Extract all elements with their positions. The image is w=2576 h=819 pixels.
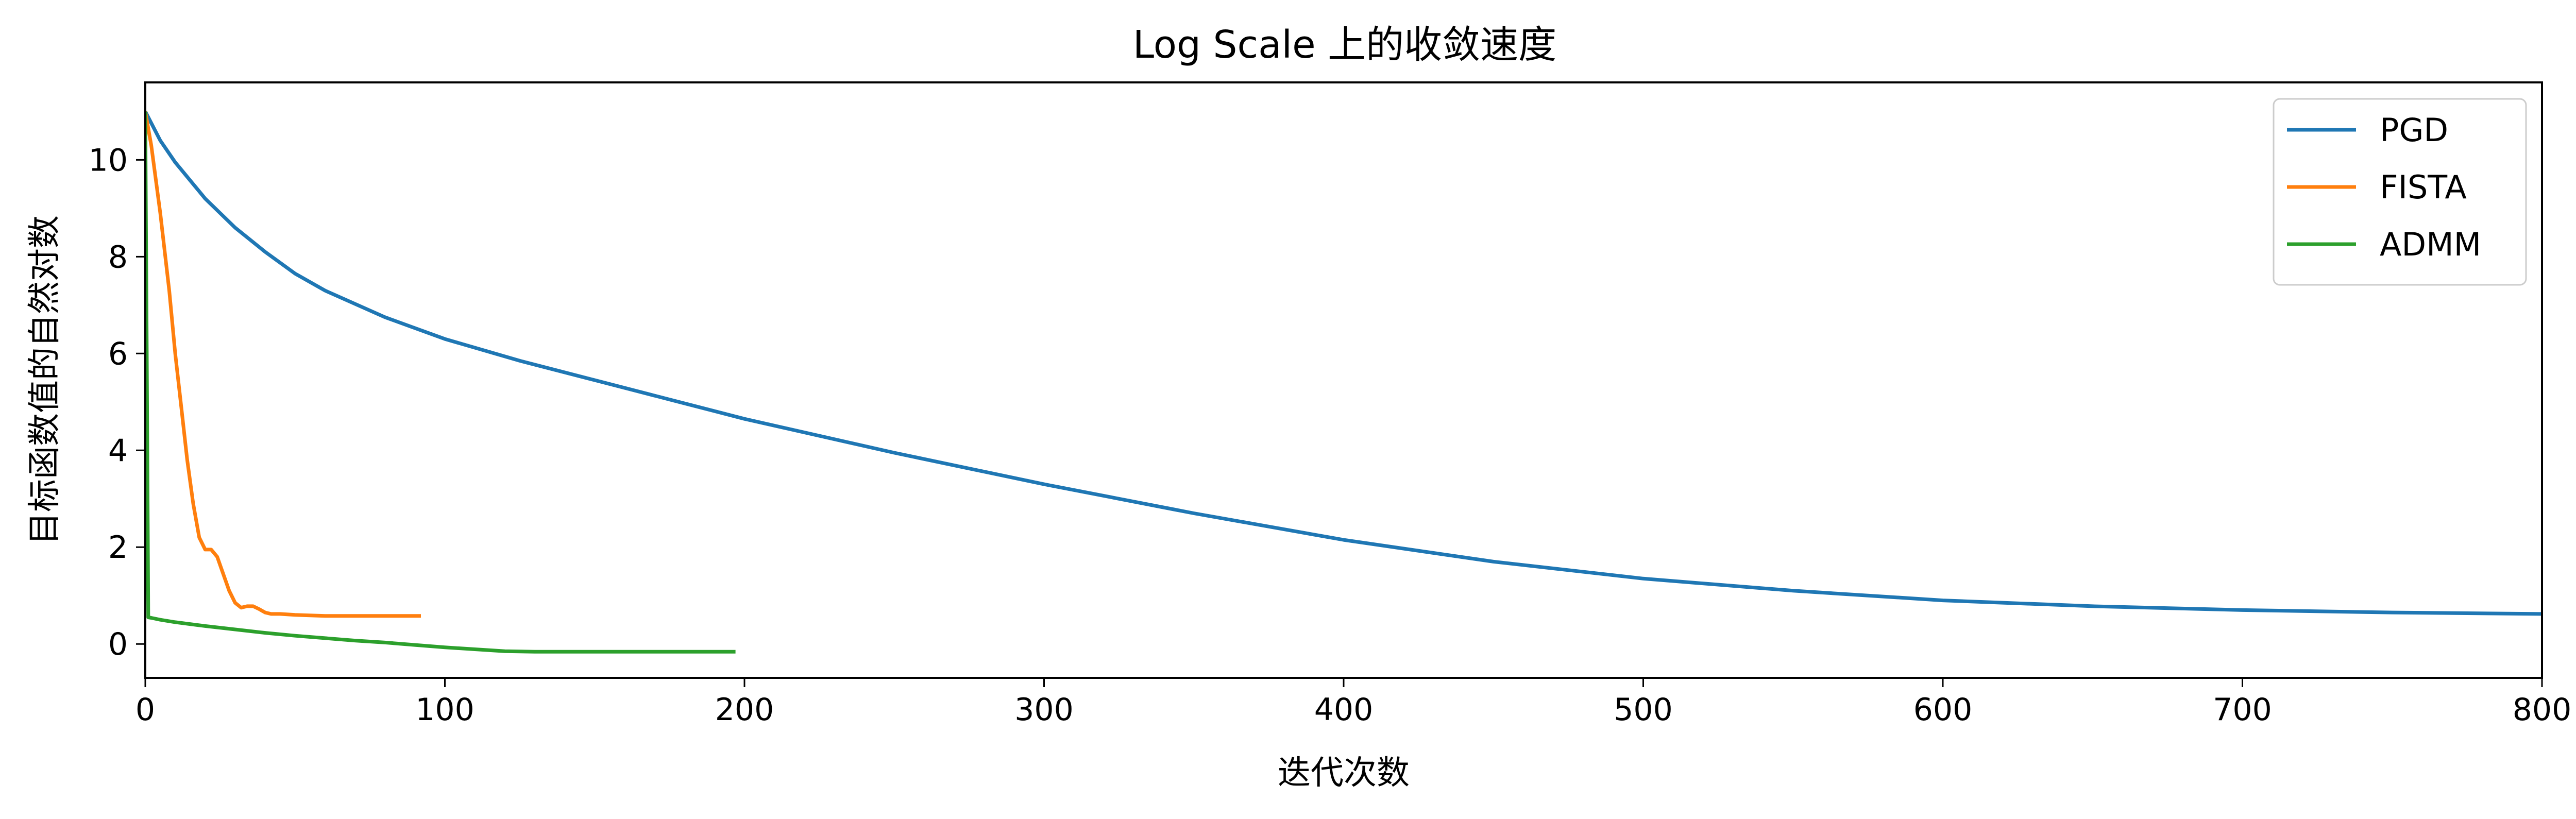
y-tick-label: 4 bbox=[108, 433, 128, 469]
y-tick-label: 2 bbox=[108, 530, 128, 566]
legend-label-admm: ADMM bbox=[2380, 226, 2481, 263]
series-line-pgd bbox=[145, 110, 2542, 616]
x-axis: 0 100 200 300 400 500 600 700 800 bbox=[135, 678, 2571, 728]
y-tick-label: 0 bbox=[108, 626, 128, 662]
legend: PGD FISTA ADMM bbox=[2273, 98, 2527, 286]
series-line-admm bbox=[145, 111, 736, 654]
y-tick-label: 6 bbox=[108, 336, 128, 372]
y-tick-label: 8 bbox=[108, 239, 128, 275]
x-tick-label: 700 bbox=[2213, 692, 2272, 728]
x-tick-label: 500 bbox=[1614, 692, 1673, 728]
x-tick-label: 100 bbox=[415, 692, 474, 728]
chart-title: Log Scale 上的收敛速度 bbox=[1133, 23, 1556, 67]
legend-box bbox=[2273, 98, 2527, 286]
x-tick-label: 0 bbox=[135, 692, 155, 728]
x-axis-label: 迭代次数 bbox=[1278, 754, 1410, 792]
y-tick-label: 10 bbox=[89, 142, 128, 178]
y-axis-label: 目标函数值的自然对数 bbox=[26, 215, 64, 545]
legend-label-pgd: PGD bbox=[2380, 111, 2448, 149]
plot-area bbox=[145, 110, 2542, 654]
series-line-fista bbox=[145, 111, 421, 618]
x-tick-label: 800 bbox=[2513, 692, 2572, 728]
y-axis: 0 2 4 6 8 10 bbox=[89, 142, 145, 662]
plot-frame bbox=[144, 81, 2543, 679]
x-tick-label: 200 bbox=[715, 692, 774, 728]
legend-label-fista: FISTA bbox=[2380, 168, 2467, 206]
x-tick-label: 300 bbox=[1014, 692, 1074, 728]
x-tick-label: 400 bbox=[1314, 692, 1374, 728]
x-tick-label: 600 bbox=[1913, 692, 1973, 728]
